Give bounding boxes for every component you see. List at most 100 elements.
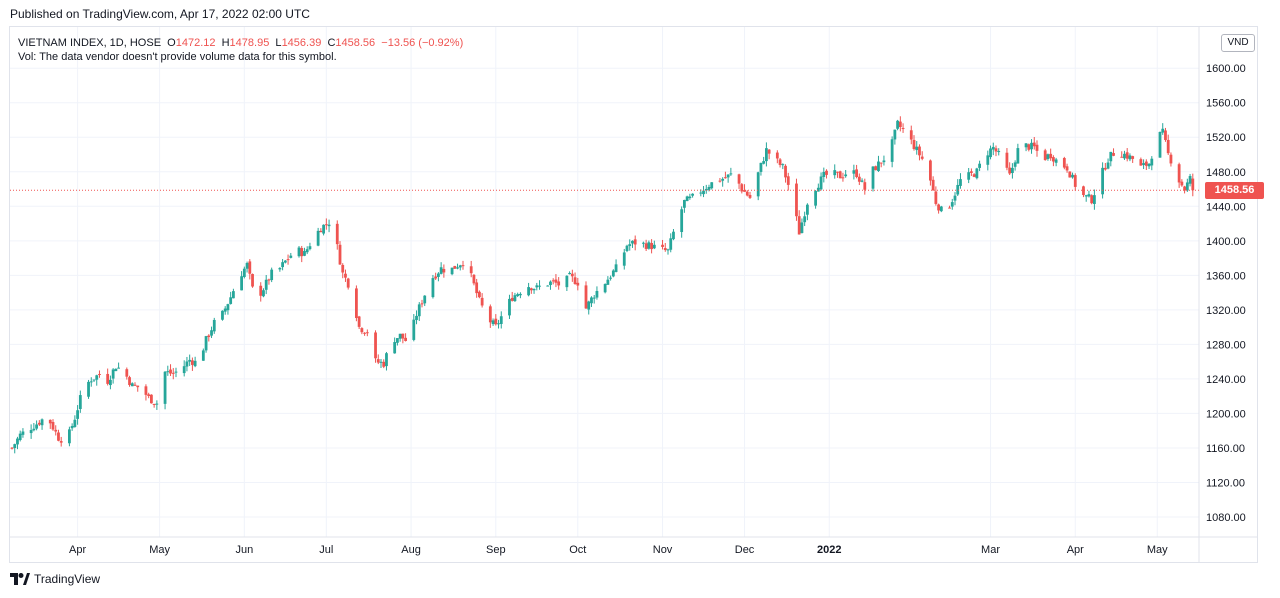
- candle: [633, 235, 637, 251]
- candle: [396, 338, 399, 346]
- candle: [125, 367, 129, 380]
- low-label: L: [272, 37, 282, 49]
- candle: [357, 315, 361, 330]
- candle: [1123, 150, 1126, 160]
- x-tick-label: 2022: [817, 544, 841, 556]
- currency-badge[interactable]: VND: [1221, 34, 1255, 52]
- candle: [953, 192, 957, 206]
- candle: [1073, 173, 1077, 191]
- candle: [335, 220, 339, 250]
- candle: [535, 282, 539, 291]
- candle: [1164, 127, 1167, 142]
- candle: [546, 285, 550, 287]
- candle: [286, 254, 290, 265]
- candle: [836, 171, 839, 178]
- candle: [948, 205, 951, 209]
- candle: [221, 310, 224, 321]
- candle: [232, 288, 235, 299]
- candle: [838, 170, 842, 179]
- candle: [825, 169, 828, 179]
- x-tick-label: Apr: [69, 544, 86, 556]
- candle: [510, 291, 514, 302]
- candle: [78, 390, 82, 413]
- candle: [784, 164, 787, 183]
- candle: [625, 244, 629, 253]
- candle: [283, 260, 287, 264]
- y-tick-label: 1560.00: [1206, 98, 1246, 110]
- candle: [1046, 153, 1050, 161]
- candle: [458, 264, 462, 271]
- candle: [76, 405, 79, 425]
- published-note: Published on TradingView.com, Apr 17, 20…: [10, 7, 310, 21]
- candle: [819, 172, 823, 191]
- candle: [1180, 179, 1184, 187]
- candle: [1084, 194, 1088, 202]
- candle: [1188, 173, 1192, 187]
- candle: [1131, 155, 1135, 163]
- candle: [1049, 148, 1053, 161]
- candle: [762, 156, 766, 165]
- y-tick-label: 1160.00: [1206, 443, 1245, 455]
- candle: [379, 359, 383, 368]
- candle: [587, 300, 591, 315]
- candle: [376, 354, 380, 365]
- candle: [592, 295, 596, 304]
- candle: [144, 384, 148, 401]
- candle: [959, 173, 962, 189]
- candle: [568, 271, 571, 275]
- tradingview-brand[interactable]: TradingView: [10, 572, 100, 586]
- candle: [344, 269, 347, 282]
- volume-note: Vol: The data vendor doesn't provide vol…: [18, 51, 337, 63]
- y-tick-label: 1400.00: [1206, 236, 1246, 248]
- candle: [970, 168, 973, 177]
- candle: [882, 155, 886, 166]
- candle: [1071, 172, 1074, 179]
- x-tick-label: Mar: [981, 544, 1000, 556]
- chart-frame[interactable]: [9, 26, 1258, 563]
- candle: [576, 277, 580, 291]
- candle: [1128, 153, 1132, 162]
- candle: [163, 371, 167, 410]
- candle: [803, 211, 807, 227]
- candle: [1183, 185, 1186, 194]
- candle: [434, 272, 438, 280]
- x-tick-label: Dec: [735, 544, 755, 556]
- candle: [644, 239, 648, 251]
- candle: [565, 275, 569, 291]
- candle: [308, 242, 312, 251]
- candle: [767, 149, 771, 160]
- candle: [226, 303, 230, 315]
- candle: [816, 183, 820, 192]
- candle: [264, 274, 268, 295]
- candle: [939, 205, 943, 213]
- candle: [718, 177, 722, 183]
- candle: [303, 247, 306, 257]
- candle: [240, 271, 243, 291]
- candle: [355, 285, 358, 322]
- candle: [385, 351, 388, 371]
- candle: [691, 193, 694, 198]
- candle: [117, 362, 120, 369]
- candle: [1065, 163, 1069, 173]
- candle: [13, 443, 17, 454]
- candle: [439, 262, 443, 275]
- candle: [795, 178, 798, 221]
- candle: [305, 246, 309, 255]
- candle: [281, 258, 284, 271]
- candle: [68, 426, 71, 447]
- candle: [994, 145, 998, 157]
- candle: [442, 264, 446, 278]
- y-tick-label: 1600.00: [1206, 63, 1246, 75]
- candle: [242, 266, 246, 279]
- candle: [207, 334, 211, 342]
- candle: [806, 203, 809, 221]
- candle: [855, 164, 858, 179]
- candle: [1032, 136, 1036, 150]
- candle: [975, 167, 979, 180]
- candle: [229, 291, 233, 305]
- candle: [898, 116, 902, 132]
- candle: [920, 151, 924, 161]
- candle: [322, 224, 325, 236]
- candle: [743, 184, 746, 192]
